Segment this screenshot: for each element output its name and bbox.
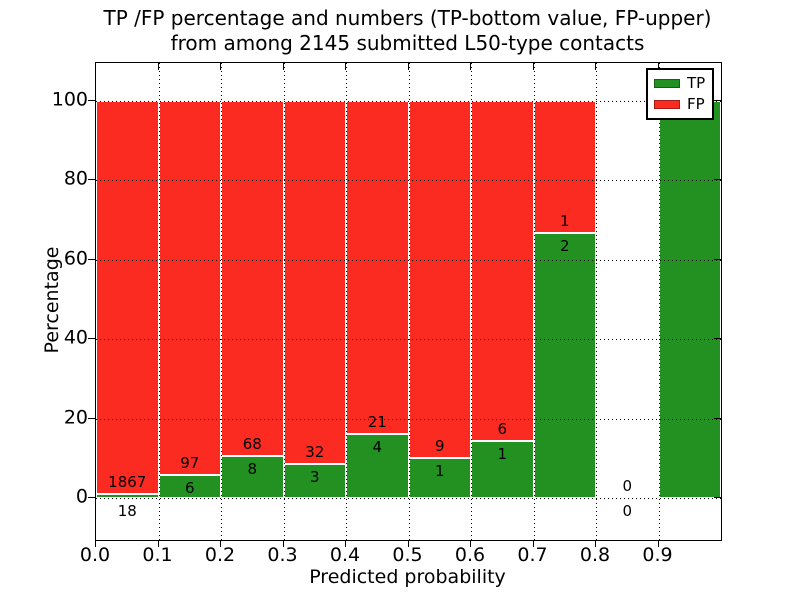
fp-count-label: 97 [180,453,200,472]
x-tick-mark-top [220,63,221,70]
x-tick-mark-top [282,63,284,70]
x-tick-label: 0.1 [142,544,173,566]
x-tick-mark [532,540,534,547]
x-tick-mark [282,540,284,547]
bar-tp-segment [533,233,596,498]
x-tick-mark [220,540,221,547]
v-gridline [471,63,472,540]
tp-count-label: 0 [622,502,633,520]
v-gridline [346,63,347,540]
x-tick-mark [595,540,596,547]
tp-count-label: 3 [309,467,320,486]
legend-entry-label: FP [687,95,705,113]
fp-count-label: 1867 [108,473,147,492]
legend: TP FP [646,68,714,120]
legend-entry: FP [654,96,706,112]
bar-tp-segment [658,101,721,498]
x-tick-label: 0.9 [642,544,673,566]
tp-count-label: 1 [497,445,508,464]
x-tick-mark-top [532,63,534,70]
x-tick-mark [407,540,409,547]
x-tick-label: 0.2 [204,544,236,566]
x-tick-mark-top [157,63,159,70]
y-tick-mark [88,338,95,340]
y-tick-label: 20 [63,406,88,429]
tp-count-label: 8 [247,460,258,479]
y-tick-mark-right [714,338,721,340]
x-tick-mark-top [95,63,96,70]
y-tick-mark [88,417,95,419]
y-tick-label: 60 [63,247,88,270]
bar-tp-segment [96,494,159,498]
fp-swatch-icon [654,99,680,109]
legend-entry: TP [654,75,706,91]
x-tick-label: 0.5 [392,544,423,566]
v-gridline [533,63,535,540]
v-gridline [158,63,160,540]
x-tick-mark-top [407,63,409,70]
legend-entry-label: TP [687,74,706,92]
tp-count-label: 18 [117,502,137,520]
v-gridline [408,63,410,540]
v-gridline [596,63,597,540]
y-tick-mark-right [714,497,721,498]
v-gridline [283,63,285,540]
x-tick-mark [657,540,659,547]
y-tick-mark [88,179,95,181]
x-tick-mark-top [470,63,471,70]
bar-fp-segment [283,101,346,464]
v-gridline [221,63,222,540]
v-gridline [658,63,660,540]
tp-count-label: 1 [434,462,445,481]
bar-fp-segment [408,101,471,459]
x-tick-mark-top [595,63,596,70]
x-tick-mark [470,540,471,547]
bar-fp-segment [158,101,221,475]
fp-count-label: 1 [559,212,570,231]
fp-count-label: 0 [622,477,633,495]
tp-swatch-icon [654,78,680,88]
fp-count-label: 21 [367,413,387,432]
bar-fp-segment [471,101,534,442]
y-tick-label: 0 [75,485,88,508]
bar-fp-segment [221,101,284,457]
x-tick-label: 0.3 [267,544,298,566]
plot-area: 186718976688323214916112001 [95,62,722,541]
x-axis-label: Predicted probability [309,566,506,588]
y-tick-mark-right [714,258,721,260]
x-tick-label: 0.4 [329,544,361,566]
x-tick-label: 0.0 [79,544,111,566]
tp-count-label: 4 [372,438,383,457]
fp-count-label: 68 [242,435,262,454]
x-tick-mark [157,540,159,547]
fp-count-label: 6 [497,420,508,439]
tp-count-label: 6 [184,478,195,497]
bar-tp-segment [221,456,284,498]
x-tick-mark-top [657,63,659,70]
bar-fp-segment [96,101,159,495]
y-tick-mark-right [714,417,721,419]
y-tick-mark [88,258,95,260]
y-tick-label: 40 [63,326,88,349]
y-tick-mark-right [714,100,721,101]
bar-fp-segment [346,101,409,435]
chart-title-line1: TP /FP percentage and numbers (TP-bottom… [103,6,712,30]
y-tick-mark [88,497,95,498]
x-tick-mark [95,540,96,547]
y-tick-mark [88,100,95,101]
x-tick-label: 0.7 [517,544,548,566]
y-tick-label: 80 [63,167,88,190]
x-tick-label: 0.8 [579,544,611,566]
x-tick-label: 0.6 [454,544,486,566]
chart-title: TP /FP percentage and numbers (TP-bottom… [95,6,720,56]
fp-count-label: 32 [305,442,325,461]
y-tick-mark-right [714,179,721,181]
x-tick-mark [345,540,346,547]
y-tick-label: 100 [51,88,88,111]
tp-count-label: 2 [559,237,570,256]
x-tick-mark-top [345,63,346,70]
fp-count-label: 9 [434,437,445,456]
chart-title-line2: from among 2145 submitted L50-type conta… [170,31,645,55]
